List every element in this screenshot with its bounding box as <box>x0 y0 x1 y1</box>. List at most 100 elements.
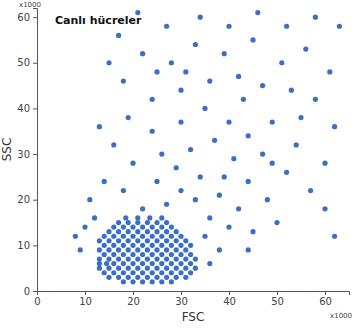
point <box>159 270 164 275</box>
point <box>126 247 131 252</box>
point <box>178 252 183 257</box>
y-axis: 0102030405060 <box>17 9 37 297</box>
point <box>246 247 251 252</box>
point <box>231 156 236 161</box>
point <box>174 238 179 243</box>
point <box>121 279 126 284</box>
point <box>222 51 227 56</box>
point <box>183 247 188 252</box>
point <box>174 256 179 261</box>
point <box>106 229 111 234</box>
tick: 30 <box>175 291 188 307</box>
tick-mark <box>33 200 37 201</box>
point <box>111 270 116 275</box>
point <box>322 206 327 211</box>
point <box>135 238 140 243</box>
point <box>126 220 131 225</box>
point <box>183 266 188 271</box>
point <box>217 193 222 198</box>
tick-mark <box>33 154 37 155</box>
points <box>73 10 342 285</box>
tick-label: 10 <box>79 296 92 307</box>
point <box>135 256 140 261</box>
point <box>174 247 179 252</box>
point <box>116 266 121 271</box>
tick: 50 <box>17 57 37 68</box>
point <box>250 229 255 234</box>
x-axis: 0102030405060 <box>34 291 349 307</box>
point <box>140 243 145 248</box>
point <box>140 224 145 229</box>
tick-mark <box>33 108 37 109</box>
tick-label: 40 <box>17 103 30 114</box>
tick-mark <box>229 291 230 295</box>
point <box>169 224 174 229</box>
tick-label: 0 <box>24 286 30 297</box>
point <box>121 270 126 275</box>
point <box>130 261 135 266</box>
tick: 40 <box>17 103 37 114</box>
point <box>123 215 128 220</box>
tick-label: 10 <box>17 240 30 251</box>
x-axis-label: FSC <box>182 310 205 324</box>
point <box>212 138 217 143</box>
point <box>236 74 241 79</box>
point <box>78 247 83 252</box>
point <box>193 197 198 202</box>
point <box>97 238 102 243</box>
point <box>135 220 140 225</box>
point <box>217 247 222 252</box>
point <box>164 266 169 271</box>
point <box>116 247 121 252</box>
point <box>159 261 164 266</box>
tick-label: 20 <box>17 194 30 205</box>
tick-label: 0 <box>34 296 40 307</box>
point <box>106 275 111 280</box>
point <box>154 266 159 271</box>
point <box>250 37 255 42</box>
point <box>102 270 107 275</box>
point <box>150 261 155 266</box>
point <box>154 256 159 261</box>
point <box>150 279 155 284</box>
point <box>116 33 121 38</box>
point <box>126 238 131 243</box>
point <box>154 238 159 243</box>
point <box>260 83 265 88</box>
point <box>193 256 198 261</box>
tick-label: 40 <box>223 296 236 307</box>
point <box>145 256 150 261</box>
tick: 60 <box>17 12 37 23</box>
point <box>255 10 260 15</box>
point <box>145 220 150 225</box>
point <box>97 256 102 261</box>
point <box>126 275 131 280</box>
point <box>102 234 107 239</box>
point <box>202 234 207 239</box>
point <box>130 161 135 166</box>
axis-multiplier: x1000 <box>330 312 352 320</box>
point <box>270 161 275 166</box>
point <box>97 124 102 129</box>
point <box>164 202 169 207</box>
point <box>198 174 203 179</box>
point <box>92 215 97 220</box>
y-axis-label: SSC <box>0 138 14 162</box>
point <box>150 270 155 275</box>
point <box>154 69 159 74</box>
point <box>159 224 164 229</box>
point <box>183 256 188 261</box>
point <box>116 275 121 280</box>
point <box>289 88 294 93</box>
point <box>202 106 207 111</box>
point <box>169 234 174 239</box>
point <box>126 229 131 234</box>
point <box>284 24 289 29</box>
point <box>279 60 284 65</box>
tick: 10 <box>17 240 37 251</box>
point <box>150 97 155 102</box>
point <box>294 142 299 147</box>
tick: 40 <box>223 291 236 307</box>
point <box>159 243 164 248</box>
point <box>174 229 179 234</box>
